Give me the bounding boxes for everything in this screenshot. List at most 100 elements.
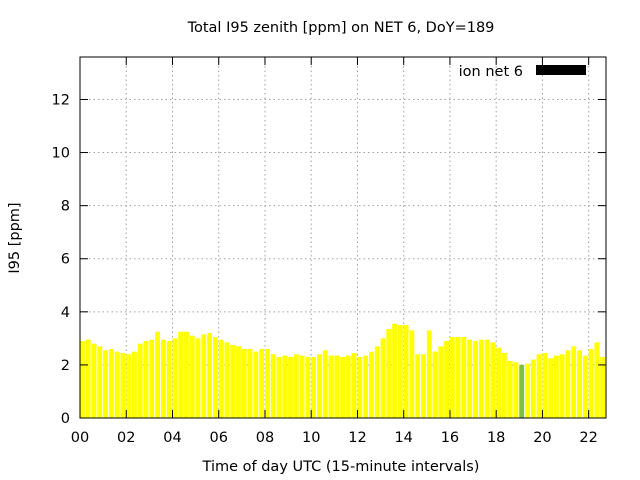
bar bbox=[114, 351, 120, 418]
bar bbox=[496, 347, 502, 418]
x-tick-label: 00 bbox=[71, 430, 89, 446]
bar bbox=[172, 338, 178, 418]
x-tick-label: 02 bbox=[117, 430, 135, 446]
bar bbox=[259, 348, 265, 418]
x-tick-label: 12 bbox=[348, 430, 366, 446]
bar bbox=[513, 362, 519, 418]
bar bbox=[351, 352, 357, 418]
bar bbox=[85, 339, 91, 418]
bar bbox=[519, 364, 525, 418]
bar bbox=[403, 325, 409, 418]
bar bbox=[276, 356, 282, 418]
x-tick-label: 10 bbox=[302, 430, 320, 446]
x-tick-label: 18 bbox=[487, 430, 505, 446]
bar bbox=[507, 360, 513, 418]
bar bbox=[132, 351, 137, 418]
bar bbox=[328, 355, 334, 418]
bar bbox=[207, 333, 213, 418]
bar bbox=[571, 346, 577, 418]
x-tick-label: 08 bbox=[256, 430, 274, 446]
bar bbox=[236, 346, 241, 418]
x-tick-label: 14 bbox=[394, 430, 412, 446]
bar bbox=[299, 355, 305, 418]
bar bbox=[415, 354, 421, 418]
legend: ion net 6 bbox=[459, 64, 586, 80]
x-tick-label: 20 bbox=[533, 430, 551, 446]
x-tick-label: 06 bbox=[209, 430, 227, 446]
bar bbox=[293, 354, 299, 418]
bar bbox=[490, 342, 496, 418]
bar bbox=[449, 337, 455, 418]
bar bbox=[461, 337, 467, 418]
bar bbox=[432, 351, 438, 418]
bar bbox=[501, 352, 507, 418]
bar bbox=[120, 352, 126, 418]
bar bbox=[536, 354, 542, 418]
bar bbox=[467, 339, 473, 418]
x-tick-label: 16 bbox=[441, 430, 459, 446]
bar bbox=[282, 355, 288, 418]
bar bbox=[149, 339, 155, 418]
y-tick-label: 0 bbox=[61, 411, 70, 427]
bar bbox=[103, 350, 108, 418]
bar bbox=[316, 354, 322, 418]
bar bbox=[397, 325, 403, 418]
bar bbox=[264, 348, 270, 418]
bar bbox=[421, 354, 426, 418]
bar bbox=[409, 330, 415, 418]
bar bbox=[588, 348, 594, 418]
bar bbox=[582, 355, 588, 418]
bar bbox=[392, 323, 397, 418]
bar bbox=[444, 341, 450, 418]
bar bbox=[380, 338, 386, 418]
bar bbox=[178, 331, 184, 418]
bar bbox=[340, 356, 345, 418]
bar bbox=[530, 359, 536, 418]
bar bbox=[553, 355, 559, 418]
bar bbox=[386, 329, 392, 418]
bar bbox=[484, 339, 490, 418]
bar bbox=[548, 358, 554, 418]
legend-label: ion net 6 bbox=[459, 64, 523, 80]
bar bbox=[80, 341, 85, 418]
bar bbox=[195, 338, 201, 418]
bar bbox=[155, 331, 160, 418]
bar bbox=[270, 354, 276, 418]
bar bbox=[345, 355, 351, 418]
bar bbox=[137, 343, 143, 418]
bar bbox=[363, 355, 369, 418]
bar bbox=[455, 337, 461, 418]
x-axis-label: Time of day UTC (15-minute intervals) bbox=[202, 459, 480, 475]
bar bbox=[288, 356, 293, 418]
plot-frame bbox=[79, 56, 607, 419]
bar bbox=[305, 356, 311, 418]
bar bbox=[357, 356, 363, 418]
x-tick-label: 22 bbox=[579, 430, 597, 446]
bar bbox=[247, 348, 253, 418]
bars bbox=[80, 323, 606, 418]
bar bbox=[253, 351, 259, 418]
bar bbox=[374, 346, 380, 418]
chart-title: Total I95 zenith [ppm] on NET 6, DoY=189 bbox=[187, 20, 495, 36]
bar bbox=[218, 339, 224, 418]
bar bbox=[241, 348, 247, 418]
bar bbox=[322, 350, 328, 418]
bar bbox=[201, 334, 207, 418]
bar bbox=[212, 337, 218, 418]
bar bbox=[189, 335, 195, 418]
bar bbox=[230, 345, 236, 418]
bar bbox=[594, 342, 600, 418]
y-tick-label: 10 bbox=[52, 146, 70, 162]
y-tick-label: 4 bbox=[61, 305, 70, 321]
y-axis-label: I95 [ppm] bbox=[7, 202, 23, 273]
bar bbox=[542, 352, 548, 418]
bar bbox=[91, 343, 97, 418]
bar bbox=[369, 351, 374, 418]
bar bbox=[160, 339, 166, 418]
x-tick-label: 04 bbox=[163, 430, 181, 446]
bar bbox=[565, 350, 571, 418]
bar bbox=[334, 355, 340, 418]
bar bbox=[143, 341, 149, 418]
bar bbox=[126, 354, 132, 418]
